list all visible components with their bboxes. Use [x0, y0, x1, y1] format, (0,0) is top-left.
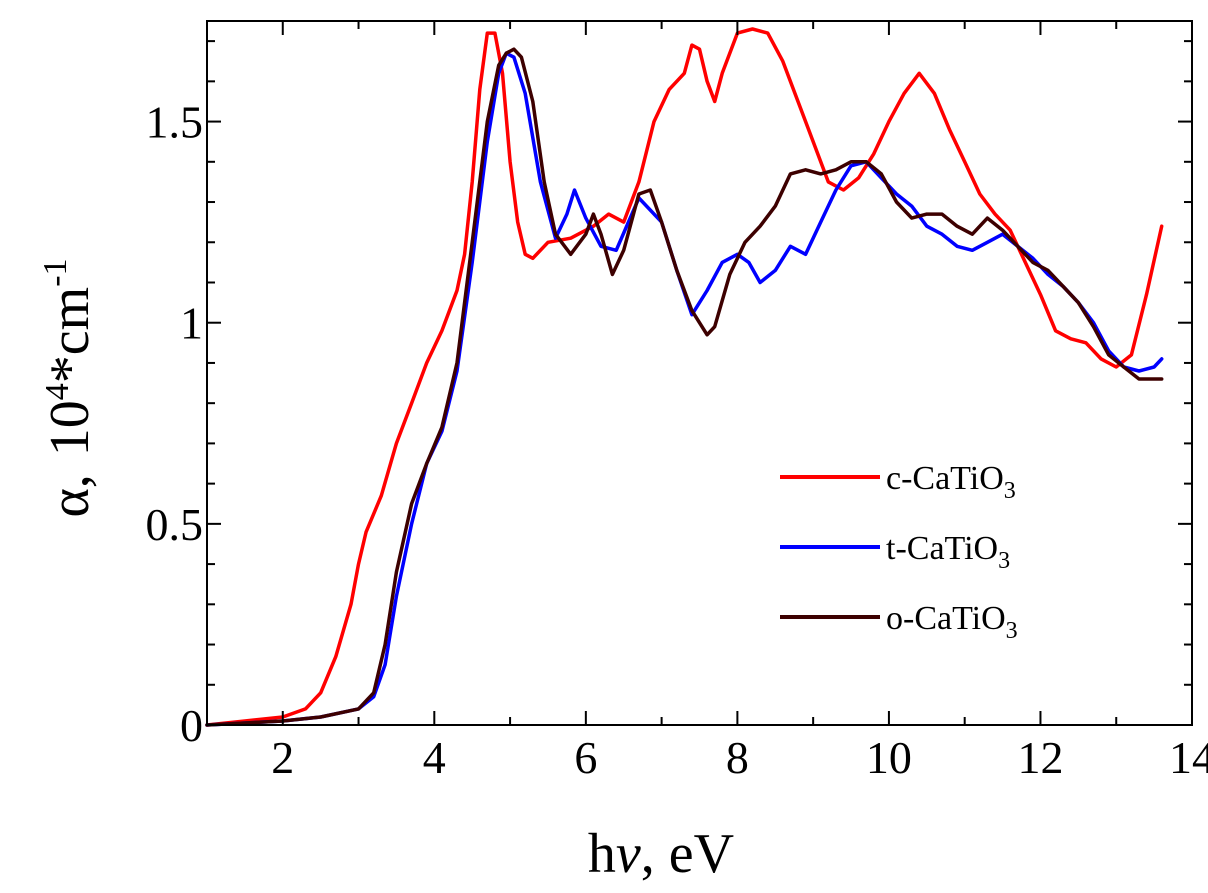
y-axis-title-base: 10 — [39, 400, 101, 456]
legend-label-subscript: 3 — [1006, 618, 1018, 644]
y-axis-title-symbol: α — [39, 488, 101, 517]
legend-label-subscript: 3 — [1004, 478, 1016, 504]
x-tick-label: 14 — [1169, 732, 1208, 783]
legend-label-main: c-CaTiO — [886, 460, 1004, 497]
x-axis-title-main: h — [588, 823, 616, 885]
x-tick-label: 4 — [423, 732, 446, 783]
y-axis-title-unit-exponent: -1 — [37, 258, 74, 286]
y-tick-label: 0 — [180, 700, 203, 751]
x-tick-label: 12 — [1017, 732, 1063, 783]
y-axis-title-unit: *cm — [39, 287, 101, 383]
x-tick-label: 8 — [726, 732, 749, 783]
x-tick-label: 10 — [866, 732, 912, 783]
x-axis-title-unit: , eV — [641, 823, 734, 885]
y-axis-title-comma: , — [39, 474, 101, 488]
legend-label-main: o-CaTiO — [886, 600, 1006, 637]
y-axis-title-exponent: 4 — [39, 383, 76, 400]
y-tick-label: 1 — [180, 298, 203, 349]
x-tick-label: 2 — [271, 732, 294, 783]
x-axis-title-variable: ν — [616, 823, 641, 885]
legend-label-main: t-CaTiO — [886, 530, 998, 567]
y-tick-label: 1.5 — [146, 97, 204, 148]
x-tick-label: 6 — [574, 732, 597, 783]
y-tick-label: 0.5 — [146, 499, 204, 550]
legend-label-subscript: 3 — [998, 548, 1010, 574]
x-axis-title: hν, eV — [588, 823, 734, 885]
